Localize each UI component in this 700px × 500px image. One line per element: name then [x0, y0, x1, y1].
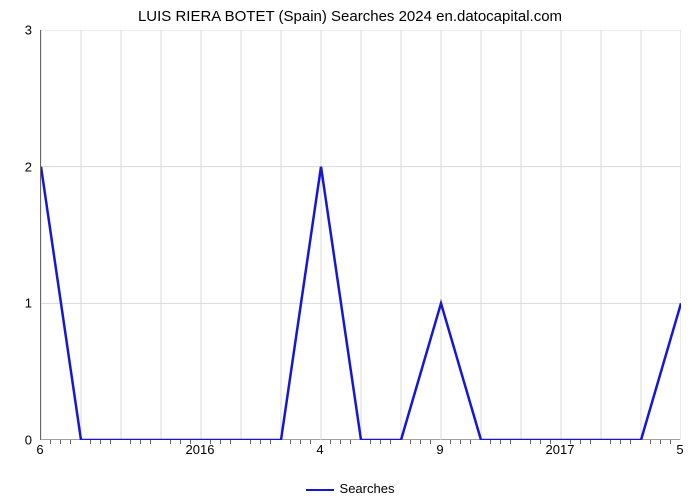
- x-minor-tick: [140, 440, 141, 444]
- x-minor-tick: [220, 440, 221, 444]
- legend-label: Searches: [340, 481, 395, 496]
- x-tick-label: 6: [36, 442, 43, 457]
- x-minor-tick: [630, 440, 631, 444]
- chart-title: LUIS RIERA BOTET (Spain) Searches 2024 e…: [0, 8, 700, 25]
- x-minor-tick: [310, 440, 311, 444]
- x-minor-tick: [490, 440, 491, 444]
- x-minor-tick: [370, 440, 371, 444]
- x-tick-label: 2017: [546, 442, 575, 457]
- x-tick-label: 5: [676, 442, 683, 457]
- x-axis-labels: 620164920175: [40, 440, 680, 470]
- x-minor-tick: [610, 440, 611, 444]
- x-minor-tick: [130, 440, 131, 444]
- y-axis-labels: 0123: [0, 30, 36, 440]
- legend: Searches: [0, 481, 700, 496]
- x-minor-tick: [650, 440, 651, 444]
- x-minor-tick: [270, 440, 271, 444]
- y-tick-label: 1: [25, 296, 32, 311]
- x-minor-tick: [230, 440, 231, 444]
- x-minor-tick: [110, 440, 111, 444]
- y-tick-label: 3: [25, 23, 32, 38]
- x-minor-tick: [590, 440, 591, 444]
- x-minor-tick: [70, 440, 71, 444]
- x-minor-tick: [340, 440, 341, 444]
- x-minor-tick: [530, 440, 531, 444]
- x-minor-tick: [250, 440, 251, 444]
- plot-area: [40, 30, 680, 440]
- chart-svg: [41, 30, 681, 440]
- x-tick-label: 2016: [186, 442, 215, 457]
- x-minor-tick: [580, 440, 581, 444]
- x-minor-tick: [300, 440, 301, 444]
- x-minor-tick: [460, 440, 461, 444]
- x-minor-tick: [510, 440, 511, 444]
- x-minor-tick: [330, 440, 331, 444]
- x-minor-tick: [450, 440, 451, 444]
- x-tick-label: 4: [316, 442, 323, 457]
- x-tick-label: 9: [436, 442, 443, 457]
- x-minor-tick: [470, 440, 471, 444]
- x-minor-tick: [380, 440, 381, 444]
- x-minor-tick: [260, 440, 261, 444]
- x-minor-tick: [50, 440, 51, 444]
- x-minor-tick: [390, 440, 391, 444]
- x-minor-tick: [290, 440, 291, 444]
- x-minor-tick: [180, 440, 181, 444]
- x-minor-tick: [620, 440, 621, 444]
- x-minor-tick: [210, 440, 211, 444]
- chart-container: LUIS RIERA BOTET (Spain) Searches 2024 e…: [0, 0, 700, 500]
- x-minor-tick: [430, 440, 431, 444]
- legend-swatch: [306, 489, 334, 491]
- x-minor-tick: [170, 440, 171, 444]
- x-minor-tick: [410, 440, 411, 444]
- y-tick-label: 0: [25, 433, 32, 448]
- x-minor-tick: [670, 440, 671, 444]
- x-minor-tick: [350, 440, 351, 444]
- x-minor-tick: [550, 440, 551, 444]
- x-minor-tick: [90, 440, 91, 444]
- x-minor-tick: [660, 440, 661, 444]
- x-minor-tick: [420, 440, 421, 444]
- x-minor-tick: [500, 440, 501, 444]
- x-minor-tick: [540, 440, 541, 444]
- x-minor-tick: [100, 440, 101, 444]
- x-minor-tick: [60, 440, 61, 444]
- x-minor-tick: [190, 440, 191, 444]
- y-tick-label: 2: [25, 159, 32, 174]
- x-minor-tick: [150, 440, 151, 444]
- x-minor-tick: [570, 440, 571, 444]
